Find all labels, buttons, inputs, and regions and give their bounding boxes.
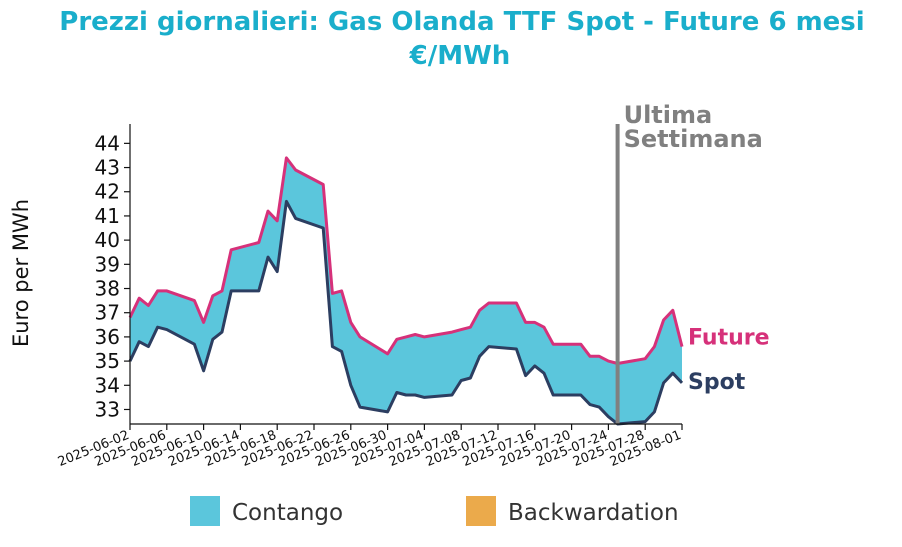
y-tick-label: 41	[95, 204, 120, 228]
y-tick-label: 44	[95, 131, 120, 155]
legend-label-contango: Contango	[232, 500, 343, 526]
y-tick-label: 38	[95, 277, 120, 301]
ultima-settimana-label-line-1: Ultima	[624, 101, 713, 129]
spread-area	[130, 157, 682, 424]
x-axis-ticks: 2025-06-022025-06-062025-06-102025-06-14…	[56, 424, 683, 470]
series-label-spot: Spot	[688, 370, 746, 395]
y-tick-label: 36	[95, 325, 120, 349]
ultima-settimana-annotation: Ultima Settimana	[615, 101, 763, 424]
y-tick-label: 43	[95, 156, 120, 180]
series-label-future: Future	[688, 326, 770, 351]
axes	[129, 124, 682, 425]
legend-swatch-backwardation	[466, 496, 496, 526]
y-tick-label: 33	[95, 397, 120, 421]
legend: Contango Backwardation	[190, 496, 679, 526]
chart-title-line-2: €/MWh	[409, 41, 511, 71]
y-tick-label: 37	[95, 301, 120, 325]
y-tick-label: 35	[95, 349, 120, 373]
contango-area	[130, 157, 682, 424]
ultima-settimana-label-line-2: Settimana	[624, 125, 763, 153]
y-tick-label: 34	[95, 373, 120, 397]
y-axis-label: Euro per MWh	[9, 199, 33, 347]
y-tick-label: 40	[95, 228, 120, 252]
series-lines	[128, 156, 684, 426]
series-line-future	[128, 156, 684, 365]
y-tick-label: 42	[95, 180, 120, 204]
legend-swatch-contango	[190, 496, 220, 526]
legend-label-backwardation: Backwardation	[508, 500, 679, 526]
series-line-spot	[128, 199, 684, 426]
y-tick-label: 39	[95, 252, 120, 276]
chart-title-line-1: Prezzi giornalieri: Gas Olanda TTF Spot …	[59, 7, 864, 37]
